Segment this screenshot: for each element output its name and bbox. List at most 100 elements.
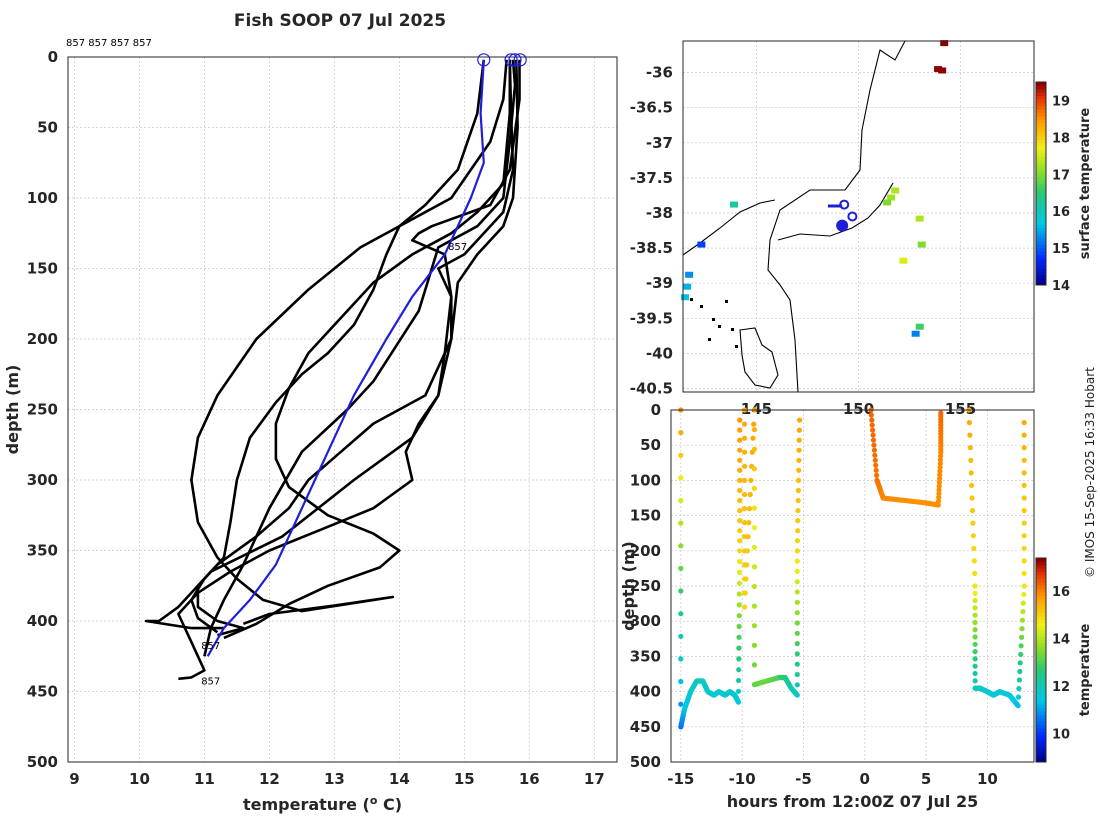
section-point	[874, 472, 880, 478]
colorbar-swatch	[1036, 251, 1046, 256]
surface-temp-point	[911, 330, 920, 337]
surface-temp-point	[887, 194, 896, 201]
x-tick-label: 10	[129, 770, 150, 788]
section-x-axis-label: hours from 12:00Z 07 Jul 25	[727, 792, 978, 811]
island-dot	[690, 298, 693, 301]
inline-cast-label: 857	[201, 676, 220, 687]
colorbar-swatch	[1036, 98, 1046, 103]
section-colorbar-swatch	[1036, 588, 1046, 593]
section-x-tick-label: -5	[795, 770, 812, 788]
section-point	[742, 590, 748, 596]
y-tick-label: 250	[27, 401, 58, 419]
section-point	[972, 634, 978, 640]
colorbar-tick-label: 18	[1052, 131, 1070, 146]
section-point	[736, 580, 743, 586]
section-y-tick-label: 0	[651, 401, 661, 419]
section-point	[742, 491, 748, 498]
colorbar-swatch	[1036, 156, 1046, 161]
section-point	[736, 677, 742, 684]
section-point	[972, 583, 978, 589]
section-point	[794, 620, 800, 626]
section-colorbar-swatch	[1036, 558, 1046, 562]
section-point	[678, 656, 684, 662]
section-point	[967, 432, 973, 438]
section-x-tick-label: 10	[977, 770, 998, 788]
section-colorbar-swatch	[1036, 568, 1046, 573]
section-point	[971, 558, 977, 564]
colorbar-swatch	[1036, 234, 1046, 239]
x-axis-label-suffix: C)	[377, 795, 402, 814]
map-y-tick-label: -38.5	[630, 239, 673, 257]
section-point	[972, 619, 978, 626]
section-colorbar-swatch	[1036, 656, 1046, 661]
section-point	[870, 432, 876, 438]
section-point	[678, 430, 684, 436]
surface-temp-point	[685, 271, 694, 278]
section-point	[736, 656, 742, 662]
x-tick-label: 11	[194, 770, 215, 788]
section-point	[737, 457, 743, 463]
section-colorbar-swatch	[1036, 663, 1046, 668]
section-point	[1020, 609, 1026, 615]
section-point	[744, 562, 750, 568]
section-colorbar-tick-label: 14	[1052, 633, 1070, 648]
section-point	[751, 544, 758, 550]
section-colorbar-swatch	[1036, 585, 1046, 590]
section-point	[871, 442, 877, 448]
section-point	[794, 610, 800, 616]
section-point	[747, 491, 753, 498]
section-colorbar-swatch	[1036, 707, 1046, 712]
section-colorbar-swatch	[1036, 680, 1046, 685]
colorbar-swatch	[1036, 183, 1046, 188]
section-point	[794, 651, 800, 657]
section-point	[745, 534, 751, 540]
section-colorbar-swatch	[1036, 571, 1046, 576]
section-point	[751, 525, 758, 531]
section-point	[938, 453, 944, 459]
island-dot	[731, 328, 734, 331]
section-point	[737, 477, 743, 483]
section-point	[1021, 495, 1027, 501]
colorbar-swatch	[1036, 105, 1046, 110]
section-point	[966, 420, 973, 426]
section-point	[735, 699, 742, 705]
colorbar-swatch	[1036, 241, 1046, 245]
section-colorbar-tick-label: 12	[1052, 680, 1070, 695]
section-colorbar-swatch	[1036, 738, 1046, 743]
colorbar-swatch	[1036, 176, 1046, 181]
section-colorbar-swatch	[1036, 639, 1046, 644]
section-point	[737, 487, 743, 494]
section-point	[1019, 626, 1025, 632]
section-point	[751, 564, 758, 570]
profile-5-line	[177, 59, 519, 681]
section-colorbar-swatch	[1036, 755, 1046, 760]
section-colorbar-swatch	[1036, 561, 1046, 566]
section-point	[1021, 533, 1027, 539]
section-point	[1021, 545, 1027, 551]
colorbar-swatch	[1036, 163, 1046, 168]
colorbar-swatch	[1036, 125, 1046, 130]
section-point	[795, 518, 801, 524]
section-colorbar-swatch	[1036, 728, 1046, 732]
section-point	[937, 461, 943, 467]
section-point	[794, 671, 800, 678]
section-point	[972, 649, 978, 655]
section-point	[870, 437, 877, 443]
profile-2-line	[144, 59, 521, 630]
section-point	[736, 623, 742, 630]
section-y-tick-label: 500	[630, 753, 661, 771]
section-point	[1016, 677, 1023, 683]
section-colorbar-swatch	[1036, 564, 1046, 569]
profile-start-marker	[504, 53, 518, 67]
section-colorbar-swatch	[1036, 717, 1046, 722]
section-colorbar-swatch	[1036, 745, 1046, 749]
y-tick-label: 100	[27, 189, 58, 207]
colorbar-swatch	[1036, 254, 1046, 259]
x-tick-label: 9	[69, 770, 79, 788]
section-colorbar-swatch	[1036, 612, 1046, 617]
colorbar-swatch	[1036, 102, 1046, 107]
colorbar-label: surface temperature	[1078, 108, 1093, 260]
map-frame	[682, 40, 1035, 393]
section-point	[1021, 558, 1027, 564]
profile-start-marker	[513, 53, 527, 67]
